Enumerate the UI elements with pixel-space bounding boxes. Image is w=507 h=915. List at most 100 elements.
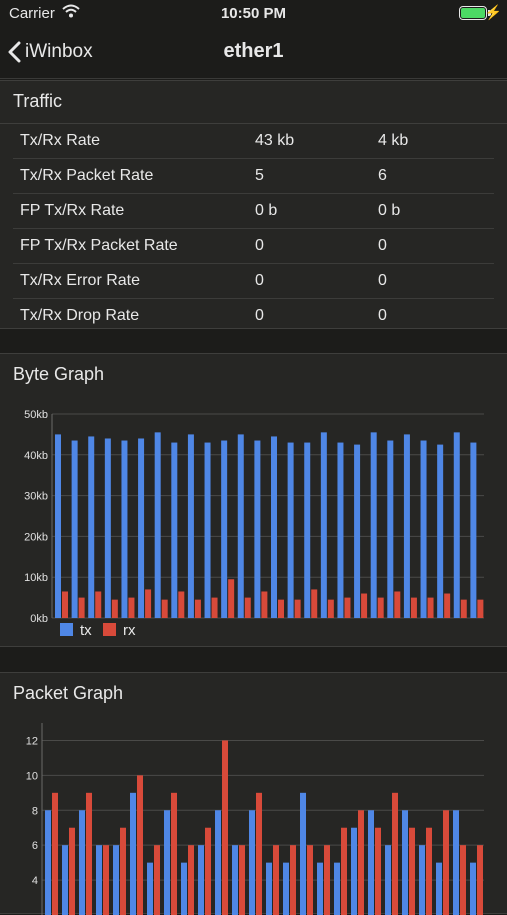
rx-bar [426, 827, 432, 915]
byte-graph-section: Byte Graph 0kb 10kb 20kb 30kb 40kb 50kb tx rx [0, 353, 507, 647]
row-label: Tx/Rx Rate [20, 132, 101, 149]
tx-bar [113, 845, 119, 915]
rx-bar [460, 599, 467, 618]
tx-bar [436, 862, 442, 915]
rx-bar [261, 591, 268, 618]
tx-bar [62, 845, 68, 915]
tx-bar [385, 845, 391, 915]
row-label: Tx/Rx Drop Rate [20, 307, 140, 324]
rx-bar [460, 845, 466, 915]
packet-graph-chart: 4 6 8 10 12 [26, 723, 484, 915]
tx-bar [304, 442, 311, 618]
legend-swatch-rx [103, 623, 116, 636]
rx-bar [327, 599, 334, 618]
tx-bar [387, 440, 394, 618]
tx-value: 0 b [255, 202, 278, 219]
battery-icon [459, 6, 487, 20]
tx-bar [215, 810, 221, 915]
tx-bar [104, 438, 111, 618]
tx-bar [79, 810, 85, 915]
packet-graph-header: Packet Graph [13, 683, 124, 703]
legend-label-rx: rx [123, 622, 136, 639]
rx-bar [128, 597, 135, 618]
tx-bar [171, 442, 178, 618]
rx-bar [205, 827, 211, 915]
rx-bar [409, 827, 415, 915]
tx-bar [138, 438, 145, 618]
rx-bar [443, 810, 449, 915]
rx-bar [188, 845, 194, 915]
charging-icon: ⚡ [484, 4, 502, 20]
tx-bar [368, 810, 374, 915]
tx-bar [283, 862, 289, 915]
table-row: Tx/Rx Error Rate 0 0 [13, 264, 494, 299]
rx-bar [78, 597, 85, 618]
byte-graph-header: Byte Graph [13, 364, 105, 384]
packet-graph-section: Packet Graph 4 6 8 10 12 [0, 672, 507, 915]
tx-value: 5 [255, 167, 264, 184]
rx-value: 6 [378, 167, 387, 184]
rx-bar [311, 589, 318, 618]
back-button[interactable]: iWinbox [8, 38, 93, 66]
rx-bar [256, 792, 262, 915]
tx-bar [287, 442, 294, 618]
rx-bar [111, 599, 118, 618]
rx-bar [52, 792, 58, 915]
tx-bar [237, 434, 244, 618]
tx-bar [71, 440, 78, 618]
tx-bar [121, 440, 128, 618]
page-title: ether1 [223, 40, 284, 62]
tx-bar [221, 440, 228, 618]
y-tick-label: 20kb [24, 531, 48, 543]
y-tick-label: 40kb [24, 450, 48, 462]
tx-bar [130, 792, 136, 915]
wifi-icon [62, 4, 80, 22]
rx-bar [62, 591, 68, 618]
traffic-section: Traffic Tx/Rx Rate 43 kb 4 kb Tx/Rx Pack… [0, 80, 507, 329]
table-row: FP Tx/Rx Packet Rate 0 0 [13, 229, 494, 264]
rx-bar [86, 792, 92, 915]
tx-bar [266, 862, 272, 915]
y-tick-label: 10 [26, 770, 38, 782]
tx-bar [181, 862, 187, 915]
rx-bar [273, 845, 279, 915]
rx-bar [95, 591, 102, 618]
rx-bar [358, 810, 364, 915]
tx-value: 0 [255, 307, 264, 324]
tx-bar [232, 845, 238, 915]
rx-bar [427, 597, 434, 618]
rx-bar [228, 579, 235, 618]
rx-bar [244, 597, 251, 618]
rx-bar [377, 597, 384, 618]
chevron-left-icon [8, 41, 21, 63]
tx-bar [249, 810, 255, 915]
rx-bar [375, 827, 381, 915]
y-tick-label: 8 [32, 805, 38, 817]
rx-bar [444, 593, 451, 618]
rx-bar [145, 589, 152, 618]
tx-bar [147, 862, 153, 915]
tx-bar [402, 810, 408, 915]
rx-bar [137, 775, 143, 915]
y-tick-label: 12 [26, 735, 38, 747]
rx-bar [171, 792, 177, 915]
tx-bar [419, 845, 425, 915]
table-row: Tx/Rx Packet Rate 5 6 [13, 159, 494, 194]
y-tick-label: 50kb [24, 409, 48, 421]
rx-bar [161, 599, 168, 618]
tx-bar [164, 810, 170, 915]
tx-bar [45, 810, 51, 915]
rx-bar [307, 845, 313, 915]
tx-bar [420, 440, 427, 618]
tx-bar [154, 432, 161, 618]
tx-bar [337, 442, 344, 618]
tx-bar [198, 845, 204, 915]
rx-bar [194, 599, 201, 618]
tx-bar [334, 862, 340, 915]
tx-bar [254, 440, 261, 618]
tx-value: 0 [255, 272, 264, 289]
tx-bar [437, 444, 444, 618]
legend-label-tx: tx [80, 622, 92, 639]
tx-bar [453, 810, 459, 915]
tx-bar [351, 827, 357, 915]
